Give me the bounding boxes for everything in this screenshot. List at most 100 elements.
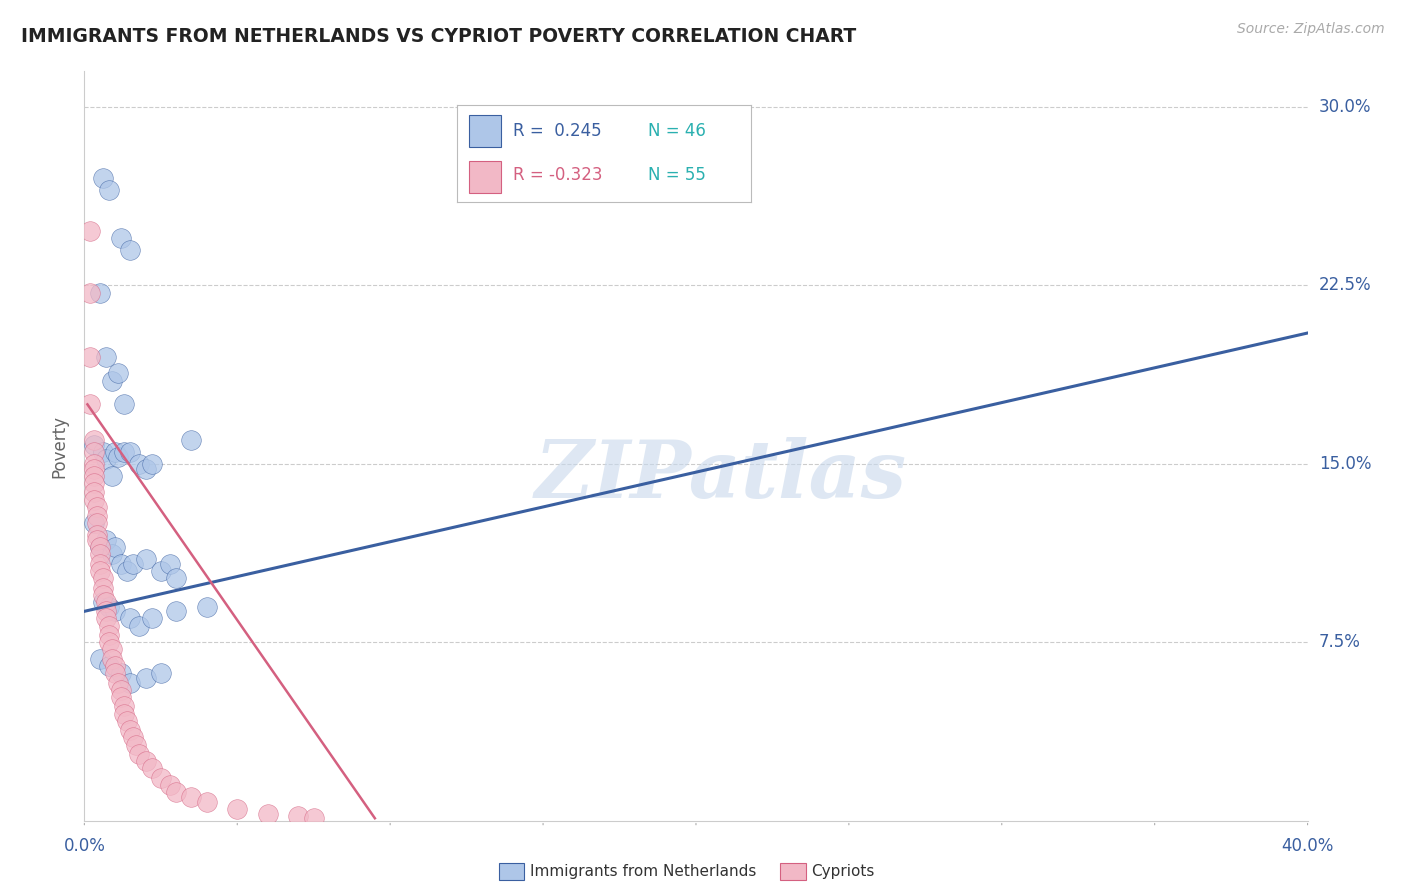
Point [120,243,142,257]
Point [122,557,145,571]
Point [94,595,117,609]
Point [141,761,163,775]
Point [107,675,129,690]
Point [91,171,114,186]
Point [86,500,108,514]
Point [89,557,111,571]
Text: 40.0%: 40.0% [1281,838,1334,855]
Point [97,659,120,673]
Point [101,652,124,666]
Point [165,604,187,618]
Point [86,509,108,524]
Point [89,540,111,554]
Text: 0.0%: 0.0% [63,838,105,855]
Point [107,450,129,464]
Point [287,809,309,823]
Point [89,652,111,666]
Point [120,611,142,625]
Point [110,682,132,697]
Point [89,540,111,554]
Point [112,445,135,459]
Point [110,690,132,704]
Point [91,595,114,609]
Point [83,492,105,507]
Point [107,367,129,381]
Point [97,628,120,642]
Point [79,224,101,238]
Point [86,528,108,542]
Text: 30.0%: 30.0% [1319,98,1371,116]
Point [165,785,187,799]
Point [110,231,132,245]
Point [83,433,105,447]
Point [101,642,124,657]
Point [89,564,111,578]
Point [141,457,163,471]
Point [79,350,101,364]
Point [83,516,105,531]
Point [128,618,150,632]
Point [83,445,105,459]
Point [180,433,202,447]
Point [97,618,120,632]
Point [125,738,148,752]
Point [112,397,135,411]
Point [97,183,120,197]
Point [159,778,181,792]
Point [101,374,124,388]
Point [149,666,172,681]
Point [257,806,280,821]
Point [94,533,117,547]
Point [101,468,124,483]
Point [89,547,111,561]
Point [110,666,132,681]
Point [120,723,142,738]
Point [115,564,138,578]
Text: 7.5%: 7.5% [1319,633,1361,651]
Point [104,659,127,673]
Point [135,461,157,475]
Point [195,599,218,614]
Point [159,557,181,571]
Y-axis label: Poverty: Poverty [51,415,69,477]
Point [89,285,111,300]
Point [91,571,114,585]
Text: 15.0%: 15.0% [1319,455,1371,473]
Point [94,604,117,618]
Point [141,611,163,625]
Point [149,564,172,578]
Point [128,747,150,761]
Point [149,771,172,785]
Text: 22.5%: 22.5% [1319,277,1371,294]
Point [135,754,157,768]
Point [91,581,114,595]
Text: Source: ZipAtlas.com: Source: ZipAtlas.com [1237,22,1385,37]
Point [112,699,135,714]
Point [195,795,218,809]
Point [135,671,157,685]
Point [110,557,132,571]
Point [91,445,114,459]
Point [97,599,120,614]
Point [128,457,150,471]
Point [79,285,101,300]
Text: ZIPatlas: ZIPatlas [534,437,907,515]
Point [226,802,249,816]
Point [135,552,157,566]
Point [83,457,105,471]
Point [120,445,142,459]
Point [115,714,138,728]
Point [83,461,105,475]
Point [83,475,105,490]
Point [104,540,127,554]
Point [79,397,101,411]
Point [165,571,187,585]
Point [83,485,105,500]
Point [86,516,108,531]
Point [83,438,105,452]
Text: IMMIGRANTS FROM NETHERLANDS VS CYPRIOT POVERTY CORRELATION CHART: IMMIGRANTS FROM NETHERLANDS VS CYPRIOT P… [21,27,856,45]
Point [91,588,114,602]
Point [104,666,127,681]
Point [86,533,108,547]
Point [94,611,117,625]
